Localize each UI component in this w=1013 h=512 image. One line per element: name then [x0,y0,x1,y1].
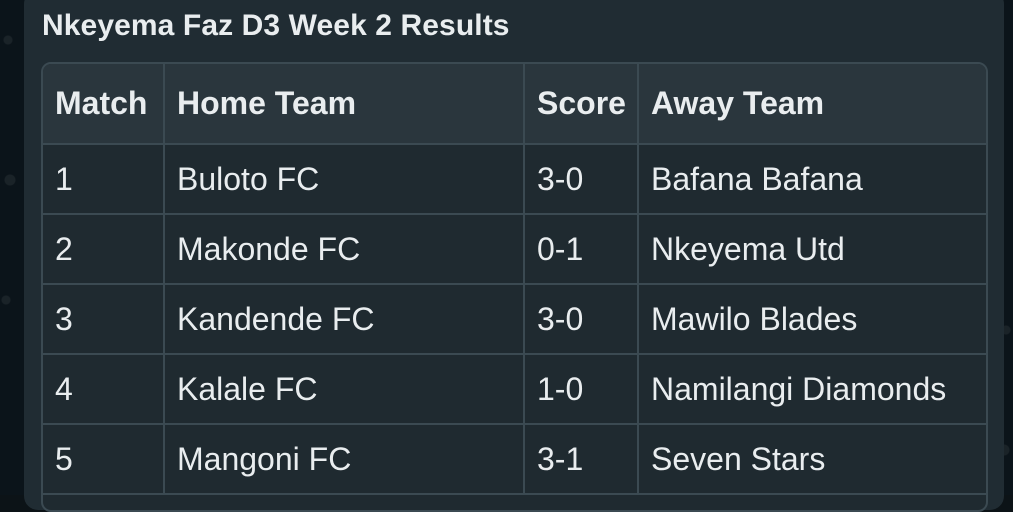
match-number: 5 [43,424,165,495]
header-home-team: Home Team [164,64,525,145]
away-team: Nkeyema Utd [638,214,986,285]
score: 1-0 [524,354,639,425]
home-team: Buloto FC [164,144,525,215]
table-row: 2 Makonde FC 0-1 Nkeyema Utd [43,214,986,285]
match-number: 2 [43,214,165,285]
away-team: Bafana Bafana [638,144,986,215]
results-title: Nkeyema Faz D3 Week 2 Results [42,9,510,42]
table-row: 5 Mangoni FC 3-1 Seven Stars [43,424,986,495]
home-team: Mangoni FC [164,424,525,495]
home-team: Kandende FC [164,284,525,355]
table-header-row: Match Home Team Score Away Team [43,64,986,145]
away-team: Mawilo Blades [638,284,986,355]
match-number: 3 [43,284,165,355]
away-team: Namilangi Diamonds [638,354,986,425]
header-away-team: Away Team [638,64,986,145]
table-row: 3 Kandende FC 3-0 Mawilo Blades [43,284,986,355]
score: 3-0 [524,144,639,215]
results-table: Match Home Team Score Away Team 1 Buloto… [43,64,986,495]
header-match: Match [43,64,165,145]
score: 3-1 [524,424,639,495]
results-table-container: Match Home Team Score Away Team 1 Buloto… [41,62,988,512]
table-row: 1 Buloto FC 3-0 Bafana Bafana [43,144,986,215]
score: 3-0 [524,284,639,355]
score: 0-1 [524,214,639,285]
home-team: Makonde FC [164,214,525,285]
table-row: 4 Kalale FC 1-0 Namilangi Diamonds [43,354,986,425]
header-score: Score [524,64,639,145]
home-team: Kalale FC [164,354,525,425]
match-number: 1 [43,144,165,215]
match-number: 4 [43,354,165,425]
away-team: Seven Stars [638,424,986,495]
